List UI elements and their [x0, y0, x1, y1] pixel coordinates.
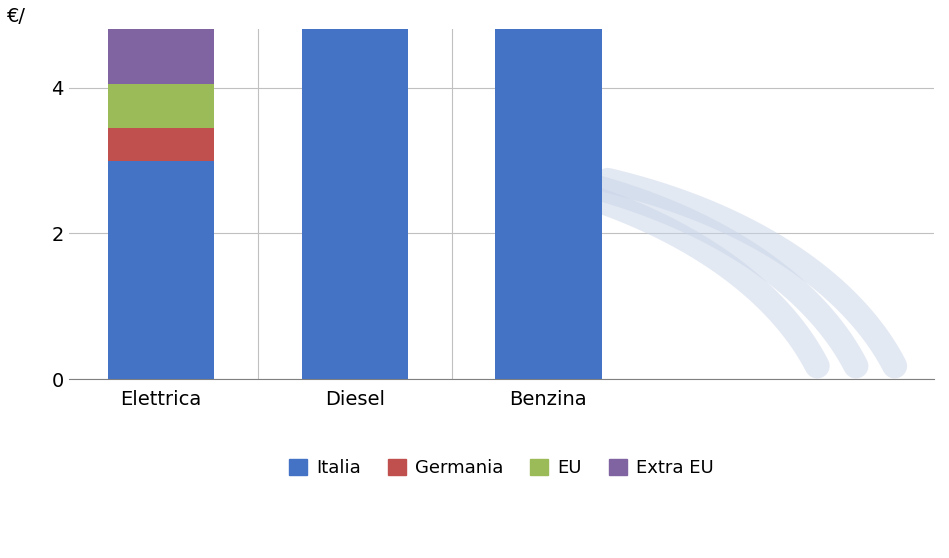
Bar	[495, 0, 602, 379]
Bar	[108, 161, 214, 379]
Bar	[302, 0, 408, 379]
Y-axis label: €/: €/	[8, 7, 27, 26]
Legend: Italia, Germania, EU, Extra EU: Italia, Germania, EU, Extra EU	[282, 451, 721, 484]
Bar	[108, 128, 214, 161]
Bar	[108, 18, 214, 84]
Bar	[108, 84, 214, 128]
